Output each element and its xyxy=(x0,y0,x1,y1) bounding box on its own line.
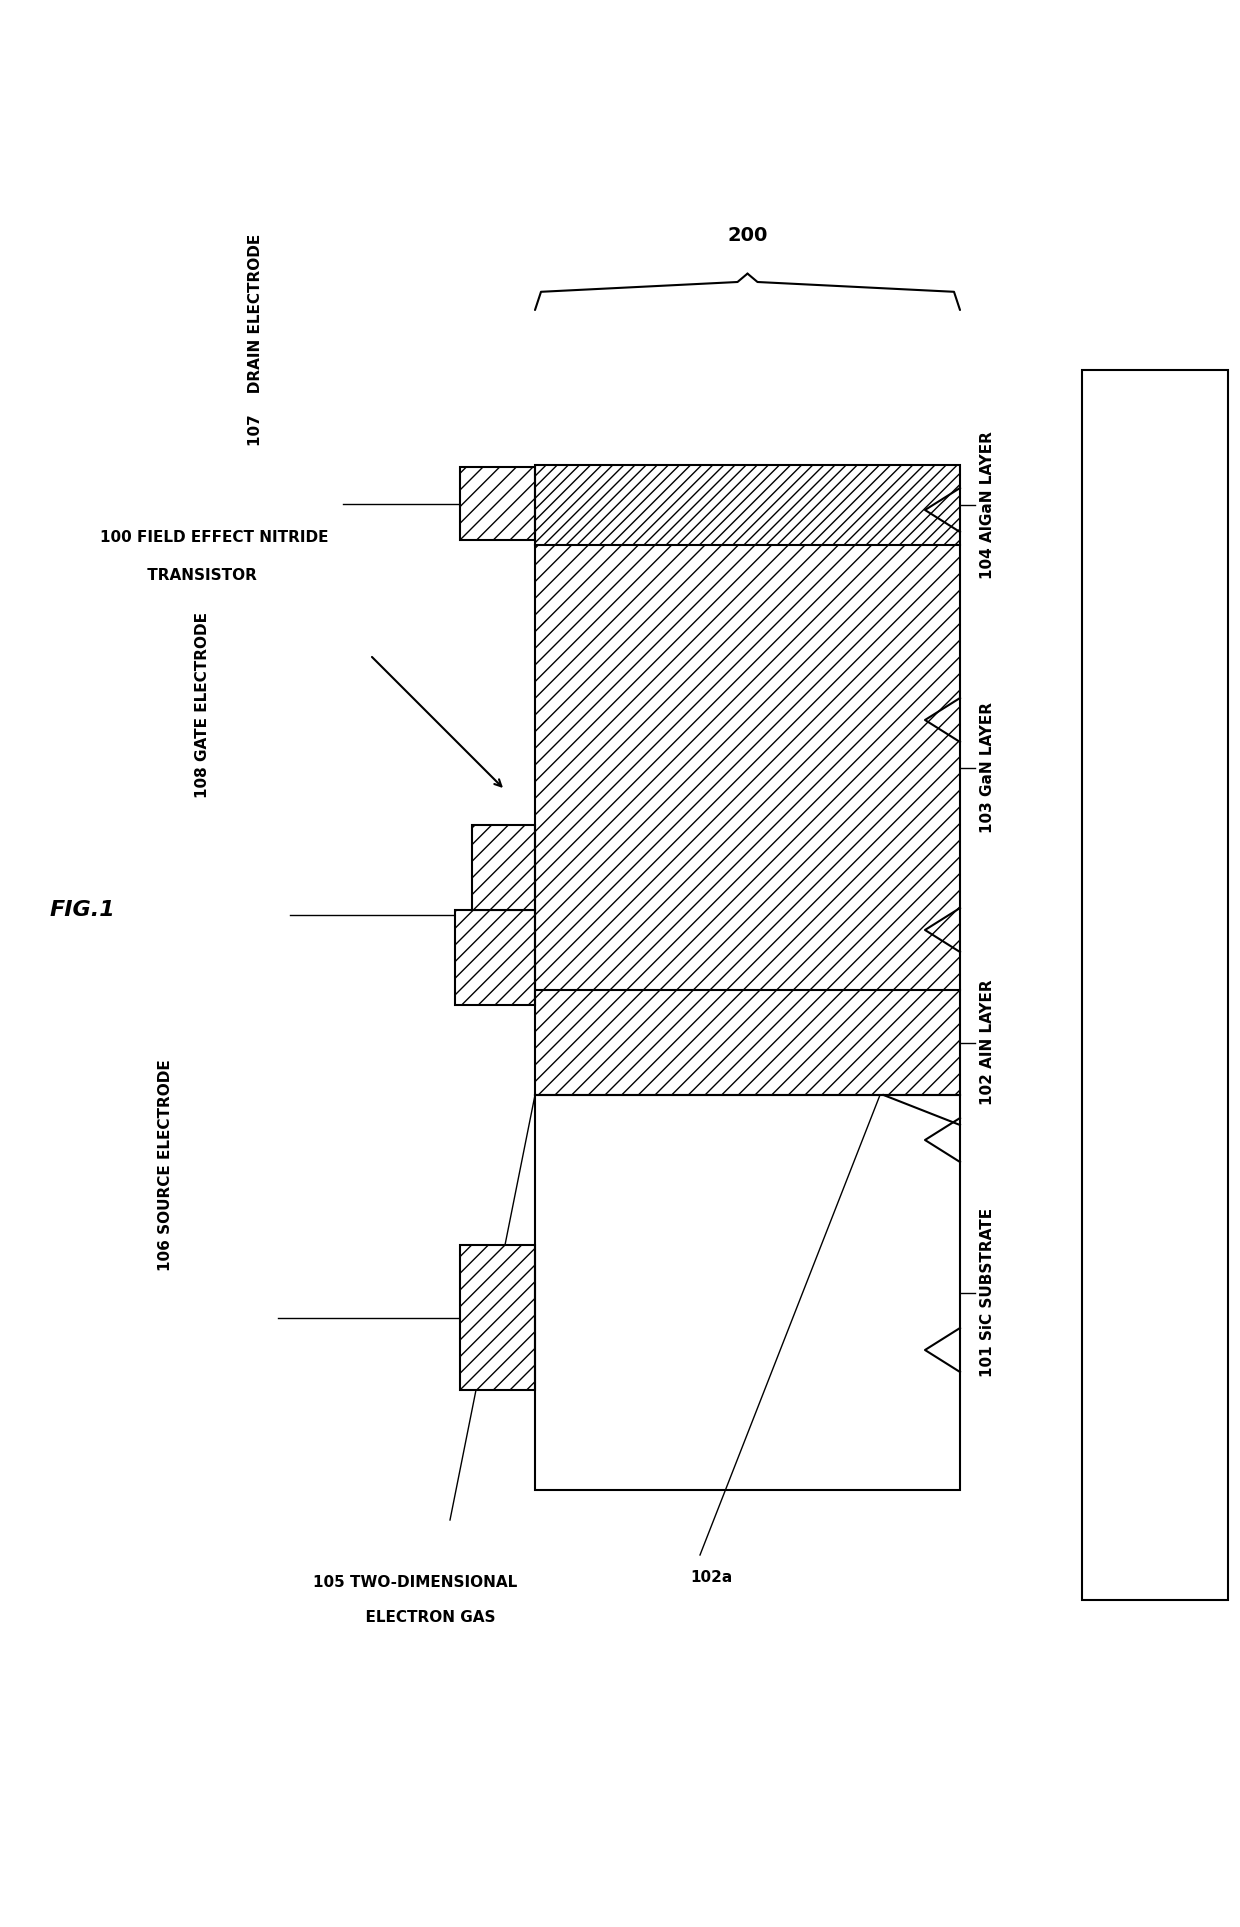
Text: 103 GaN LAYER: 103 GaN LAYER xyxy=(980,701,994,832)
Text: 101 SiC SUBSTRATE: 101 SiC SUBSTRATE xyxy=(980,1208,994,1378)
Text: 105 TWO-DIMENSIONAL: 105 TWO-DIMENSIONAL xyxy=(312,1574,517,1590)
Text: 102a: 102a xyxy=(689,1571,733,1586)
Text: 200 NITRIDE SEMICONDUCTOR EPITAXIAL WAFER: 200 NITRIDE SEMICONDUCTOR EPITAXIAL WAFE… xyxy=(1147,775,1163,1195)
Text: 107    DRAIN ELECTRODE: 107 DRAIN ELECTRODE xyxy=(248,233,263,447)
Text: ELECTRON GAS: ELECTRON GAS xyxy=(335,1609,496,1624)
Bar xyxy=(455,910,534,1006)
Text: 104 AlGaN LAYER: 104 AlGaN LAYER xyxy=(980,432,994,578)
Text: 108 GATE ELECTRODE: 108 GATE ELECTRODE xyxy=(195,613,210,798)
Text: FIG.1: FIG.1 xyxy=(50,900,115,919)
Text: TRANSISTOR: TRANSISTOR xyxy=(100,568,257,584)
Bar xyxy=(534,990,960,1095)
Bar xyxy=(472,825,534,910)
Bar xyxy=(460,1245,534,1389)
Text: 100 FIELD EFFECT NITRIDE: 100 FIELD EFFECT NITRIDE xyxy=(100,530,329,545)
Bar xyxy=(1083,370,1228,1599)
Bar xyxy=(534,1095,960,1490)
Bar xyxy=(534,464,960,545)
Bar xyxy=(460,466,534,540)
Text: 200: 200 xyxy=(728,225,768,245)
Text: 106 SOURCE ELECTRODE: 106 SOURCE ELECTRODE xyxy=(157,1060,174,1272)
Bar xyxy=(534,464,960,1490)
Bar xyxy=(534,545,960,990)
Text: 102 AIN LAYER: 102 AIN LAYER xyxy=(980,979,994,1106)
